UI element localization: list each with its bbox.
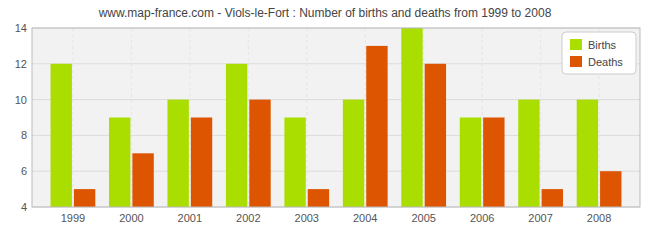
x-grid-line [248,28,249,207]
x-grid-line [365,28,366,207]
bar [249,100,270,207]
x-grid-line [72,28,73,207]
bar [51,64,72,207]
y-tick-label: 8 [21,129,27,141]
y-grid-line [32,63,640,64]
x-tick-label: 2004 [353,212,377,224]
bar [74,189,95,207]
bar [518,100,539,207]
y-tick-label: 12 [15,58,27,70]
x-tick-label: 2001 [178,212,202,224]
bar [284,118,305,208]
title: www.map-france.com - Viols-le-Fort : Num… [98,6,552,20]
y-tick-label: 6 [21,165,27,177]
x-tick-label: 2007 [528,212,552,224]
x-tick-label: 2008 [587,212,611,224]
legend-label: Births [588,39,617,51]
legend-box [562,32,636,74]
x-grid-line [306,28,307,207]
x-tick-label: 2006 [470,212,494,224]
legend-label: Deaths [588,56,623,68]
x-grid-line [131,28,132,207]
x-grid-line [540,28,541,207]
x-grid-line [423,28,424,207]
bar [425,64,446,207]
bar [460,118,481,208]
bar [132,153,153,207]
x-grid-line [482,28,483,207]
bar [483,118,504,208]
legend-swatch [570,56,582,67]
chart-container: www.map-france.com - Viols-le-Fort : Num… [0,0,650,229]
bar [191,118,212,208]
bar [167,100,188,207]
chart-svg: www.map-france.com - Viols-le-Fort : Num… [0,0,650,229]
y-tick-label: 4 [21,201,27,213]
x-grid-line [189,28,190,207]
x-tick-label: 2002 [236,212,260,224]
x-tick-label: 1999 [61,212,85,224]
bar [542,189,563,207]
y-tick-label: 10 [15,94,27,106]
bars [51,28,622,207]
bar [109,118,130,208]
legend-swatch [570,39,582,50]
x-tick-label: 2000 [119,212,143,224]
legend: Births Deaths [562,32,636,74]
x-tick-label: 2003 [295,212,319,224]
bar [401,28,422,207]
y-grid-line [32,99,640,100]
bar [577,100,598,207]
bar [308,189,329,207]
bar [343,100,364,207]
plot-frame [32,28,640,207]
bar [600,171,621,207]
y-tick-label: 14 [15,22,27,34]
bar [226,64,247,207]
bar [366,46,387,207]
x-tick-label: 2005 [411,212,435,224]
